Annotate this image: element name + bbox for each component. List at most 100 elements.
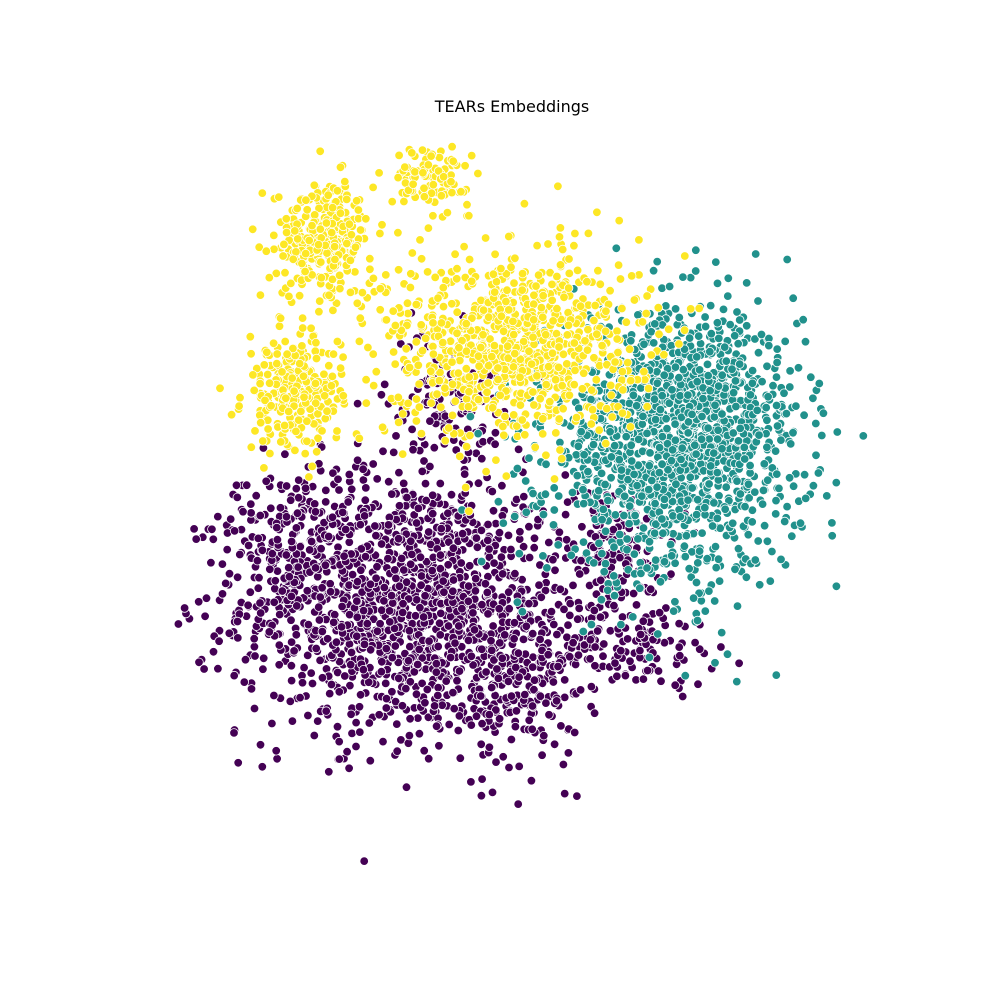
scatter-point (306, 323, 316, 334)
scatter-point (747, 517, 757, 527)
scatter-point (421, 333, 431, 344)
scatter-point (387, 196, 397, 207)
scatter-point (448, 586, 458, 597)
scatter-point (258, 664, 268, 674)
scatter-point (700, 606, 711, 616)
scatter-point (345, 255, 356, 266)
scatter-point (788, 293, 798, 303)
scatter-point (657, 391, 667, 401)
scatter-point (524, 552, 535, 563)
scatter-point (542, 563, 552, 573)
scatter-point (639, 339, 649, 350)
scatter-point (506, 734, 517, 745)
scatter-point (771, 400, 782, 411)
scatter-point (649, 338, 659, 348)
scatter-point (632, 480, 642, 491)
scatter-point (400, 162, 410, 172)
scatter-point (560, 675, 570, 685)
scatter-point (678, 691, 688, 702)
scatter-point (389, 623, 400, 634)
scatter-point (776, 435, 786, 445)
scatter-point (279, 420, 290, 431)
scatter-point (770, 446, 781, 456)
scatter-point (375, 228, 385, 239)
scatter-point (360, 495, 371, 505)
scatter-point (297, 678, 308, 688)
scatter-point (361, 375, 371, 385)
scatter-point (286, 637, 297, 647)
scatter-point (693, 679, 703, 689)
scatter-point (750, 555, 761, 565)
scatter-point (659, 557, 670, 567)
scatter-point (297, 341, 307, 351)
scatter-point (208, 647, 219, 657)
scatter-point (657, 283, 667, 293)
scatter-point (574, 603, 584, 614)
scatter-point (510, 511, 520, 522)
scatter-point (477, 644, 487, 655)
scatter-point (418, 612, 429, 622)
scatter-point (281, 214, 292, 224)
scatter-point (510, 721, 521, 732)
scatter-point (272, 349, 282, 359)
scatter-point (692, 377, 702, 387)
scatter-point (781, 408, 792, 419)
scatter-point (713, 425, 723, 435)
scatter-point (313, 716, 323, 726)
scatter-point (460, 469, 470, 479)
scatter-point (213, 664, 223, 674)
scatter-point (498, 569, 508, 579)
scatter-point (646, 584, 656, 594)
scatter-point (355, 225, 366, 235)
scatter-point (250, 651, 260, 661)
scatter-point (657, 514, 667, 524)
scatter-point (757, 376, 767, 387)
scatter-point (200, 611, 210, 622)
scatter-point (394, 467, 404, 478)
scatter-point (193, 597, 204, 607)
scatter-point (376, 667, 387, 677)
scatter-point (426, 539, 436, 550)
scatter-point (435, 550, 446, 560)
scatter-point (512, 597, 523, 607)
scatter-point (291, 630, 302, 640)
scatter-point (565, 598, 575, 609)
scatter-point (361, 398, 372, 408)
scatter-point (504, 587, 514, 597)
scatter-point (583, 466, 593, 477)
scatter-point (577, 522, 587, 532)
scatter-point (591, 375, 602, 385)
scatter-point (191, 534, 201, 544)
scatter-point (490, 439, 500, 449)
scatter-point (635, 645, 645, 656)
scatter-point (327, 371, 338, 382)
scatter-point (541, 450, 551, 461)
scatter-point (359, 639, 370, 650)
scatter-point (680, 671, 691, 681)
scatter-point (335, 283, 345, 294)
scatter-point (386, 590, 397, 601)
scatter-point (311, 338, 321, 348)
scatter-point (405, 677, 416, 687)
scatter-point (589, 708, 600, 718)
scatter-point (377, 422, 388, 433)
scatter-point (670, 362, 681, 372)
scatter-point (563, 620, 573, 630)
scatter-point (656, 676, 666, 686)
scatter-point (476, 691, 486, 701)
scatter-point (447, 187, 457, 198)
scatter-point (438, 576, 448, 586)
scatter-point (427, 565, 437, 576)
scatter-point (782, 501, 792, 512)
scatter-point (356, 565, 366, 575)
scatter-point (246, 684, 257, 694)
scatter-point (706, 329, 717, 339)
scatter-point (619, 491, 630, 502)
scatter-point (428, 211, 438, 221)
scatter-point (393, 172, 403, 183)
scatter-point (315, 296, 325, 306)
scatter-point (418, 168, 428, 178)
scatter-point (289, 646, 299, 656)
scatter-point (730, 376, 741, 386)
scatter-point (563, 748, 574, 758)
